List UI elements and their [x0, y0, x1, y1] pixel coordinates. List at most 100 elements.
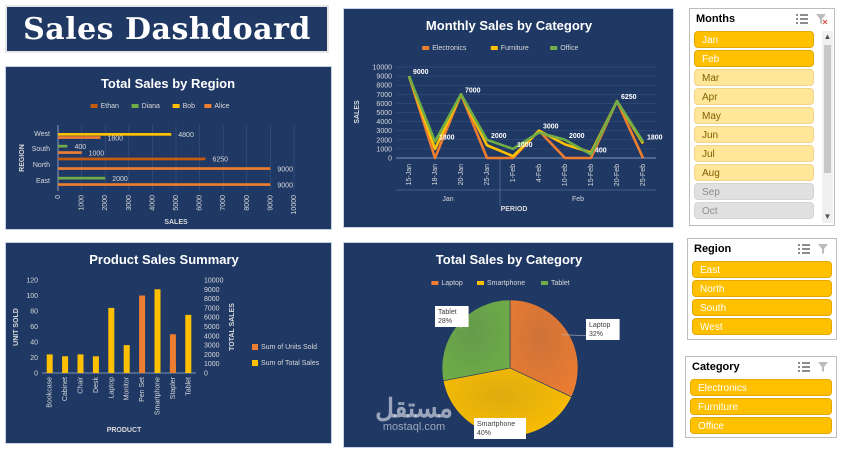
months-slicer-title: Months	[696, 13, 736, 25]
multi-select-icon[interactable]	[796, 14, 808, 24]
y-tick-label: 100	[26, 293, 38, 300]
region-slicer: Region East North South West	[687, 238, 837, 340]
x-tick-label: 3000	[126, 195, 133, 211]
slicer-item-north[interactable]: North	[692, 280, 832, 297]
data-label: 2000	[491, 133, 507, 140]
data-label: 9000	[277, 166, 293, 173]
data-label: 1000	[517, 142, 533, 149]
chart-title: Total Sales by Region	[101, 76, 235, 91]
multi-select-icon[interactable]	[798, 244, 810, 254]
legend-label: Bob	[183, 103, 196, 110]
slicer-item-jul[interactable]: Jul	[694, 145, 814, 162]
legend-label: Furniture	[501, 45, 529, 52]
region-slicer-items: East North South West	[688, 261, 836, 335]
dashboard-title-box: Sales Dashdoard	[5, 5, 329, 53]
product-chart-panel: Product Sales Summary 0 20 40 60 80 100 120 0 100…	[5, 242, 332, 444]
clear-filter-icon[interactable]	[816, 13, 828, 25]
legend-label: Ethan	[101, 103, 119, 110]
slicer-item-oct[interactable]: Oct	[694, 202, 814, 219]
legend-swatch	[172, 104, 180, 108]
data-label: 400	[74, 144, 86, 151]
product-chart: Product Sales Summary 0 20 40 60 80 100 120 0 100…	[13, 252, 320, 434]
bar	[185, 314, 192, 373]
data-label-box	[586, 319, 620, 340]
scroll-down-icon[interactable]: ▼	[823, 212, 832, 221]
x-tick-label: 20-Feb	[614, 164, 621, 186]
data-label: 400	[595, 147, 607, 154]
bar	[62, 356, 69, 373]
slicer-item-south[interactable]: South	[692, 299, 832, 316]
months-scrollbar[interactable]: ▲ ▼	[822, 31, 833, 223]
data-label: 1000	[89, 150, 105, 157]
y-tick-label: 120	[26, 278, 38, 285]
region-chart-panel: Total Sales by Region Ethan Diana Bob Alice 0…	[5, 66, 332, 230]
slicer-item-jan[interactable]: Jan	[694, 31, 814, 48]
y-tick-label: 6000	[376, 101, 392, 108]
bar	[58, 133, 172, 136]
clear-filter-icon[interactable]	[818, 243, 830, 255]
data-label: 3000	[543, 124, 559, 131]
slicer-item-furniture[interactable]: Furniture	[690, 398, 832, 415]
slicer-item-may[interactable]: May	[694, 107, 814, 124]
category-label: South	[32, 146, 50, 153]
x-tick-label: Tablet	[185, 377, 192, 396]
series-line	[407, 75, 645, 156]
legend-swatch	[431, 281, 439, 285]
y-axis-title: SALES	[354, 100, 361, 124]
bar	[123, 345, 130, 373]
x-tick-label: 9000	[267, 195, 274, 211]
category-slicer: Category Electronics Furniture Office	[685, 356, 837, 438]
scroll-up-icon[interactable]: ▲	[823, 32, 832, 41]
region-chart: Total Sales by Region Ethan Diana Bob Alice 0…	[19, 76, 298, 226]
watermark: مستقل mostaql.com	[364, 395, 464, 433]
data-label: 1800	[647, 135, 663, 142]
slicer-item-east[interactable]: East	[692, 261, 832, 278]
data-label: Smartphone	[477, 421, 515, 428]
slicer-item-feb[interactable]: Feb	[694, 50, 814, 67]
x-tick-label: Smartphone	[155, 377, 162, 415]
legend-swatch	[90, 104, 98, 108]
data-label-percent: 32%	[589, 331, 603, 338]
category-label: East	[36, 178, 50, 185]
legend-label: Tablet	[551, 280, 570, 287]
bar	[92, 356, 99, 373]
multi-select-icon[interactable]	[798, 362, 810, 372]
x-tick-label: 15-Jan	[406, 164, 413, 186]
data-label: 2000	[569, 133, 585, 140]
slicer-item-mar[interactable]: Mar	[694, 69, 814, 86]
category-slicer-items: Electronics Furniture Office	[686, 379, 836, 434]
clear-filter-icon[interactable]	[818, 361, 830, 373]
x-tick-label: 10000	[291, 195, 298, 215]
pie-slice	[509, 299, 579, 398]
slicer-item-office[interactable]: Office	[690, 417, 832, 434]
y2-tick-label: 3000	[204, 343, 220, 350]
y-tick-label: 1000	[376, 146, 392, 153]
x-tick-label: Stapler	[170, 376, 177, 399]
slicer-item-apr[interactable]: Apr	[694, 88, 814, 105]
x-axis-title: SALES	[164, 219, 188, 226]
slicer-item-jun[interactable]: Jun	[694, 126, 814, 143]
data-label: 7000	[465, 87, 481, 94]
y-tick-label: 9000	[376, 74, 392, 81]
category-slicer-header: Category	[686, 357, 836, 377]
data-label: Tablet	[438, 309, 457, 316]
slicer-item-sep[interactable]: Sep	[694, 183, 814, 200]
x-tick-label: 25-Feb	[640, 164, 647, 186]
bar	[139, 295, 146, 373]
x-tick-label: 1-Feb	[510, 164, 517, 182]
watermark-latin: mostaql.com	[382, 421, 446, 433]
y-tick-label: 7000	[376, 92, 392, 99]
x-tick-label: 0	[55, 195, 62, 199]
bar	[46, 354, 53, 373]
y-tick-label: 0	[34, 371, 38, 378]
slicer-item-aug[interactable]: Aug	[694, 164, 814, 181]
slicer-item-west[interactable]: West	[692, 318, 832, 335]
x-axis-title: PRODUCT	[107, 427, 142, 434]
x-tick-label: 20-Jan	[458, 164, 465, 186]
legend-label: Laptop	[441, 280, 463, 287]
slicer-item-electronics[interactable]: Electronics	[690, 379, 832, 396]
x-tick-label: Pen Set	[139, 377, 146, 402]
scroll-thumb[interactable]	[824, 45, 831, 173]
x-tick-label: 4000	[149, 195, 156, 211]
y2-tick-label: 9000	[204, 287, 220, 294]
